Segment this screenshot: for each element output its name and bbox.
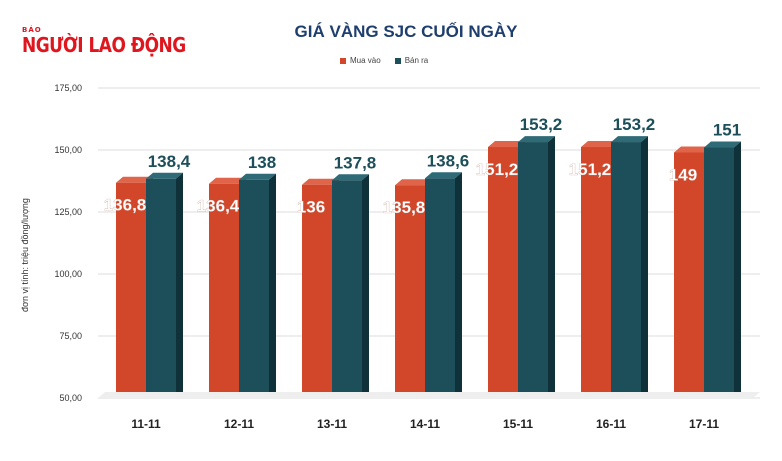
- data-label: 138: [248, 153, 276, 172]
- x-tick-label: 14-11: [410, 417, 440, 431]
- bar-top: [674, 146, 711, 153]
- bar-ban-ra: [611, 142, 641, 398]
- bar-mua-vao: [302, 184, 332, 398]
- data-label: 153,2: [520, 115, 563, 134]
- bar-mua-vao: [395, 185, 425, 398]
- legend-item-ban: Bán ra: [394, 56, 429, 65]
- y-tick-label: 125,00: [54, 207, 82, 217]
- x-tick-label: 15-11: [503, 417, 533, 431]
- data-label: 153,2: [613, 115, 656, 134]
- bar-top: [395, 179, 432, 186]
- data-label: 136,4: [197, 197, 240, 216]
- legend-swatch: [394, 57, 401, 64]
- bar-mua-vao: [209, 183, 239, 398]
- bar-side: [269, 173, 276, 398]
- bar-top: [425, 172, 462, 179]
- bar-top: [116, 176, 153, 183]
- x-tick-label: 16-11: [596, 417, 626, 431]
- y-tick-label: 50,00: [59, 393, 82, 403]
- bar-side: [548, 136, 555, 398]
- data-label: 138,4: [148, 152, 191, 171]
- bar-top: [488, 141, 525, 148]
- newspaper-logo: BÁO NGƯỜI LAO ĐỘNG: [22, 26, 186, 58]
- data-label: 136: [297, 198, 325, 217]
- x-tick-label: 12-11: [224, 417, 254, 431]
- legend-swatch: [340, 57, 346, 64]
- bar-ban-ra: [146, 178, 176, 398]
- chart-title: GIÁ VÀNG SJC CUỐI NGÀY: [294, 22, 518, 41]
- y-tick-label: 75,00: [59, 331, 82, 341]
- bar-top: [302, 178, 339, 185]
- data-label: 151,2: [476, 160, 519, 179]
- data-label: 138,6: [427, 151, 470, 170]
- bar-mua-vao: [116, 182, 146, 398]
- x-tick-label: 13-11: [317, 417, 347, 431]
- bar-top: [239, 173, 276, 180]
- bar-top: [581, 141, 618, 148]
- data-label: 137,8: [334, 153, 377, 172]
- bar-top: [704, 141, 741, 148]
- x-tick-label: 17-11: [689, 417, 719, 431]
- chart-floor: [98, 392, 760, 398]
- y-tick-label: 100,00: [54, 269, 82, 279]
- bar-side: [734, 141, 741, 398]
- bar-side: [176, 172, 183, 398]
- legend: Mua vào Bán ra: [340, 56, 428, 65]
- data-label: 135,8: [383, 198, 426, 217]
- bar-side: [455, 172, 462, 398]
- bar-mua-vao: [674, 152, 704, 398]
- bar-mua-vao: [488, 147, 518, 398]
- data-label: 151,2: [569, 160, 612, 179]
- y-tick-label: 175,00: [54, 83, 82, 93]
- bar-mua-vao: [581, 147, 611, 398]
- bar-ban-ra: [332, 180, 362, 398]
- y-tick-label: 150,00: [54, 145, 82, 155]
- logo-big: NGƯỜI LAO ĐỘNG: [22, 34, 186, 58]
- data-label: 151: [713, 121, 741, 140]
- legend-label: Bán ra: [404, 56, 429, 65]
- data-label: 136,8: [104, 196, 147, 215]
- bar-ban-ra: [704, 147, 734, 398]
- bar-ban-ra: [239, 179, 269, 398]
- data-label: 149: [669, 165, 697, 184]
- bar-top: [518, 136, 555, 143]
- logo-small: BÁO: [22, 26, 42, 34]
- bar-top: [146, 172, 183, 179]
- legend-item-mua: Mua vào: [340, 56, 381, 65]
- bar-ban-ra: [425, 178, 455, 398]
- bar-side: [362, 174, 369, 398]
- x-tick-label: 11-11: [131, 417, 161, 431]
- bar-ban-ra: [518, 142, 548, 398]
- bar-side: [641, 136, 648, 398]
- bar-top: [332, 174, 369, 181]
- bar-top: [209, 177, 246, 184]
- legend-label: Mua vào: [350, 56, 381, 65]
- bar-top: [611, 136, 648, 143]
